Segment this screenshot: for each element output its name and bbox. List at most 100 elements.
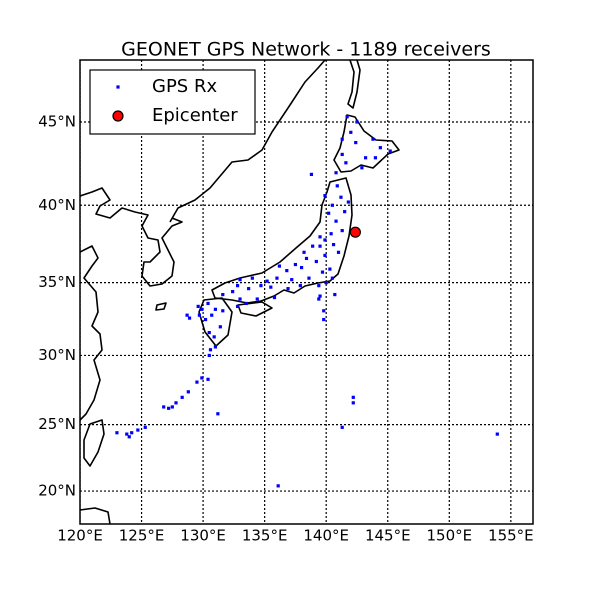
- x-tick-label: 130°E: [180, 527, 226, 545]
- taiwan: [83, 419, 105, 467]
- receiver-marker: [203, 317, 208, 322]
- receiver-marker: [307, 276, 311, 280]
- x-tick-label: 145°E: [365, 527, 411, 545]
- receiver-marker: [255, 297, 259, 301]
- receiver-marker: [293, 262, 298, 267]
- receiver-marker: [213, 307, 218, 311]
- receiver-marker: [340, 228, 344, 233]
- receiver-marker: [336, 250, 341, 254]
- graticule: [80, 60, 533, 524]
- receiver-marker: [250, 276, 254, 280]
- receiver-marker: [340, 425, 344, 429]
- receiver-marker: [206, 301, 210, 306]
- coastlines: [80, 60, 400, 524]
- epicenter-marker: [112, 110, 124, 122]
- x-tick-label: 120°E: [57, 527, 103, 545]
- receiver-marker: [351, 401, 355, 405]
- receiver-marker: [116, 85, 120, 89]
- receiver-marker: [206, 377, 210, 381]
- legend-label: GPS Rx: [152, 76, 217, 97]
- receiver-marker: [323, 238, 327, 242]
- receiver-marker: [355, 120, 359, 124]
- receiver-marker: [340, 137, 344, 141]
- receiver-marker: [311, 244, 315, 248]
- receiver-marker: [290, 278, 294, 282]
- receiver-marker: [318, 294, 322, 298]
- receiver-marker: [285, 269, 289, 273]
- y-tick-label: 30°N: [38, 346, 76, 364]
- receiver-marker: [351, 395, 355, 399]
- receiver-marker: [207, 353, 211, 358]
- receiver-marker: [277, 264, 282, 268]
- receiver-marker: [322, 309, 326, 313]
- receiver-marker: [335, 184, 339, 188]
- receiver-marker: [200, 376, 204, 380]
- receiver-marker: [213, 345, 218, 349]
- receiver-marker: [346, 200, 350, 204]
- receiver-marker: [345, 115, 349, 119]
- legend-label: Epicenter: [152, 105, 238, 126]
- receiver-marker: [340, 152, 344, 157]
- china-korea-coast: [80, 187, 183, 287]
- receiver-marker: [196, 304, 200, 308]
- receiver-marker: [286, 287, 290, 291]
- hokkaido: [333, 114, 400, 173]
- receiver-marker: [197, 313, 202, 317]
- honshu: [211, 177, 353, 304]
- receiver-marker: [388, 149, 392, 153]
- receiver-marker: [208, 348, 213, 352]
- receiver-marker: [317, 284, 321, 288]
- receiver-marker: [221, 309, 225, 313]
- receiver-marker: [320, 270, 325, 274]
- receiver-marker: [302, 250, 306, 254]
- legend-box: [89, 69, 256, 135]
- receiver-marker: [143, 425, 147, 429]
- receiver-marker: [216, 412, 220, 416]
- receiver-marker: [343, 210, 347, 214]
- receiver-marker: [322, 317, 326, 322]
- receiver-marker: [378, 146, 382, 150]
- receiver-marker: [339, 195, 343, 199]
- receiver-marker: [323, 253, 327, 257]
- receiver-marker: [125, 432, 129, 436]
- receiver-marker: [272, 295, 277, 300]
- receiver-marker: [328, 267, 332, 271]
- shikoku: [237, 301, 273, 317]
- receiver-marker: [265, 279, 269, 283]
- receiver-marker: [130, 431, 134, 435]
- x-tick-label: 150°E: [426, 527, 472, 545]
- receiver-marker: [212, 335, 216, 339]
- receiver-marker: [327, 211, 331, 215]
- receiver-marker: [317, 297, 321, 301]
- receiver-marker: [349, 130, 353, 134]
- receiver-marker: [185, 313, 189, 317]
- receiver-marker: [200, 307, 204, 311]
- x-tick-label: 140°E: [303, 527, 349, 545]
- receiver-marker: [180, 395, 184, 399]
- y-tick-label: 35°N: [38, 273, 76, 291]
- plot-frame: [79, 59, 534, 525]
- map-title: GEONET GPS Network - 1189 receivers: [121, 39, 491, 61]
- receiver-marker: [363, 156, 368, 160]
- receiver-marker: [318, 235, 322, 239]
- receiver-marker: [244, 301, 248, 306]
- receiver-marker: [371, 137, 375, 141]
- receiver-marker: [136, 428, 140, 432]
- epicenter-marker: [349, 226, 361, 238]
- receiver-marker: [162, 405, 166, 409]
- markers: [115, 115, 499, 488]
- y-tick-label: 45°N: [38, 112, 76, 130]
- hainan-coast: [80, 507, 111, 524]
- receiver-marker: [186, 390, 190, 394]
- receiver-marker: [218, 325, 222, 329]
- china-coast-south: [80, 245, 103, 421]
- receiver-marker: [334, 171, 338, 175]
- sado-island: [155, 302, 167, 311]
- receiver-marker: [115, 431, 119, 435]
- y-tick-label: 20°N: [38, 482, 76, 500]
- receiver-marker: [174, 401, 178, 405]
- receiver-marker: [238, 278, 242, 282]
- receiver-marker: [235, 284, 240, 288]
- receiver-marker: [314, 259, 318, 264]
- sakhalin: [347, 60, 361, 109]
